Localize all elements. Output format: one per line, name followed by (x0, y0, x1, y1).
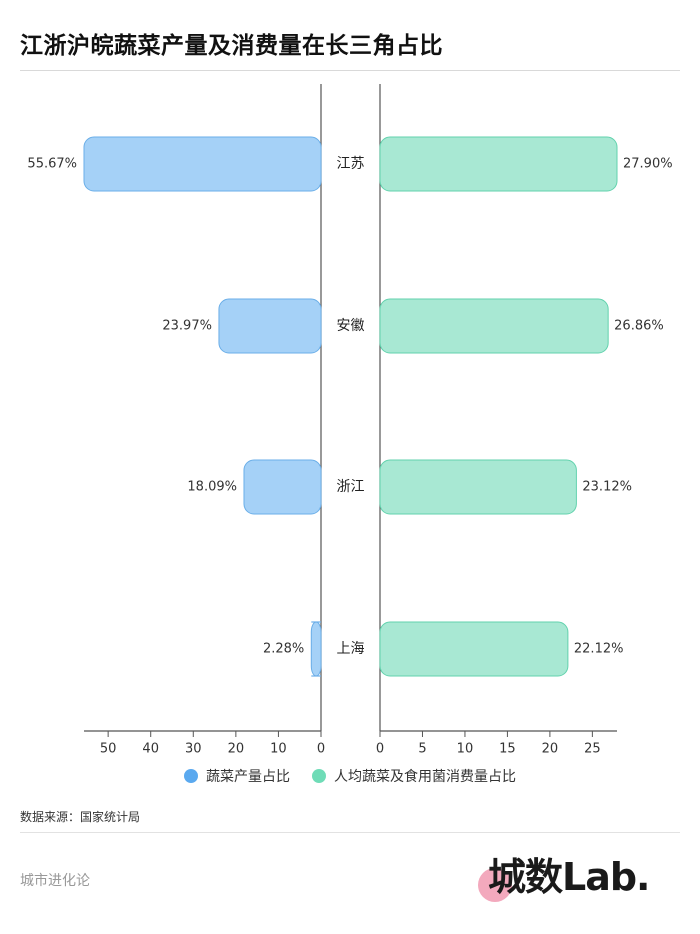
right-bar-value-label: 22.12% (574, 642, 624, 657)
left-tick-label: 10 (270, 742, 287, 757)
left-tick-label: 50 (100, 742, 117, 757)
category-label: 浙江 (337, 479, 365, 495)
left-bar-value-label: 55.67% (27, 157, 77, 172)
lab-logo: 城数Lab. (478, 846, 688, 916)
right-bar-value-label: 23.12% (582, 480, 632, 495)
left-bar (310, 621, 322, 677)
right-tick-label: 0 (376, 742, 384, 757)
right-tick-label: 20 (542, 742, 559, 757)
right-tick-label: 5 (418, 742, 426, 757)
category-label: 上海 (337, 641, 365, 657)
right-tick-label: 15 (499, 742, 516, 757)
right-bar (379, 459, 577, 515)
left-bar (218, 298, 322, 354)
logo-circle-icon (478, 868, 512, 902)
legend-item-left: 蔬菜产量占比 (184, 766, 290, 786)
right-bar (379, 298, 609, 354)
legend-dot-right (312, 769, 326, 783)
chart-title: 江浙沪皖蔬菜产量及消费量在长三角占比 (20, 33, 443, 59)
left-tick-label: 20 (228, 742, 245, 757)
right-tick-label: 10 (457, 742, 474, 757)
right-bar (379, 136, 618, 192)
left-bar-value-label: 2.28% (263, 642, 304, 657)
legend: 蔬菜产量占比 人均蔬菜及食用菌消费量占比 (0, 766, 700, 786)
right-bar-value-label: 27.90% (623, 157, 673, 172)
left-tick-label: 0 (317, 742, 325, 757)
legend-label-left: 蔬菜产量占比 (206, 769, 290, 785)
legend-dot-left (184, 769, 198, 783)
category-label: 安徽 (337, 318, 365, 334)
diverging-bar-chart: 50 40 30 20 10 0 0 5 10 15 20 25 55.67% 27.90% 江苏 23.97… (27, 84, 673, 757)
data-source: 数据来源：国家统计局 (20, 810, 141, 824)
right-bar-value-label: 26.86% (614, 319, 664, 334)
logo-text: 城数Lab. (488, 855, 650, 899)
left-bar-value-label: 18.09% (187, 480, 237, 495)
footer-divider (20, 832, 680, 833)
left-bar (83, 136, 322, 192)
legend-label-right: 人均蔬菜及食用菌消费量占比 (334, 769, 516, 785)
brand-name: 城市进化论 (20, 873, 90, 889)
right-bar (379, 621, 569, 677)
left-bar (243, 459, 322, 515)
legend-item-right: 人均蔬菜及食用菌消费量占比 (312, 766, 516, 786)
title-divider (20, 70, 680, 71)
category-label: 江苏 (337, 156, 365, 172)
left-tick-label: 40 (142, 742, 159, 757)
left-tick-label: 30 (185, 742, 202, 757)
left-bar-value-label: 23.97% (162, 319, 212, 334)
right-tick-label: 25 (584, 742, 601, 757)
